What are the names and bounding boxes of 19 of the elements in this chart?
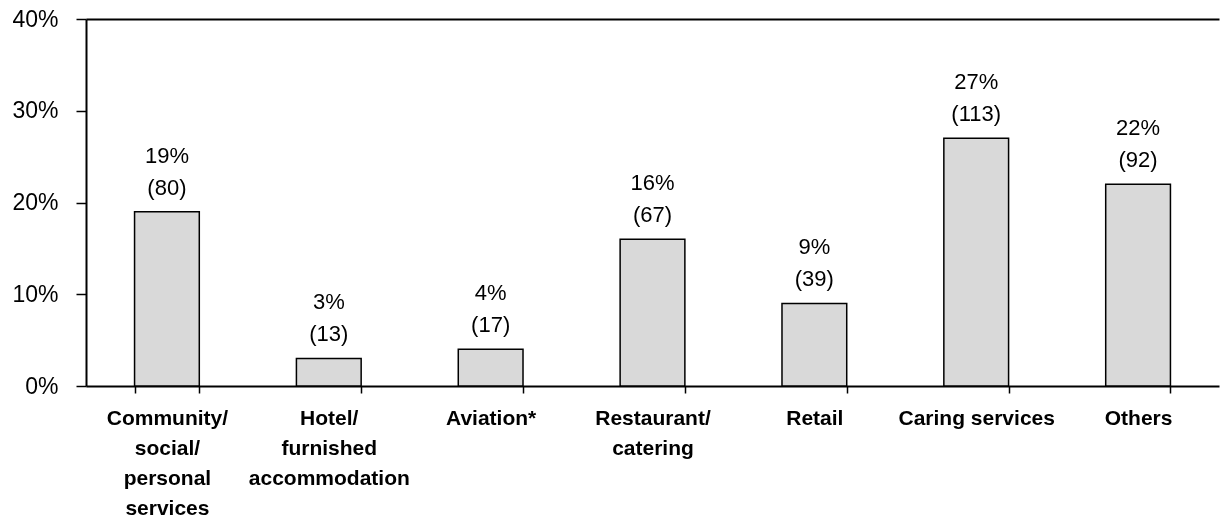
x-tick-label: Restaurant/ catering bbox=[595, 405, 711, 459]
y-tick-label: 0% bbox=[25, 372, 59, 399]
y-tick-label: 10% bbox=[12, 280, 59, 307]
data-label: 3% (13) bbox=[309, 289, 349, 347]
x-tick-label: Aviation* bbox=[446, 405, 538, 429]
x-tick-label: Hotel/ furnished accommodation bbox=[248, 405, 410, 489]
y-tick-label: 30% bbox=[12, 97, 59, 124]
x-tick-label: Caring services bbox=[898, 405, 1055, 429]
data-label: 27% (113) bbox=[951, 69, 1002, 127]
y-tick-label: 20% bbox=[12, 189, 59, 215]
data-label: 22% (92) bbox=[1116, 115, 1161, 173]
data-label: 4% (17) bbox=[471, 280, 511, 338]
y-tick-label: 40% bbox=[12, 5, 59, 32]
data-label: 19% (80) bbox=[144, 142, 189, 200]
x-tick-label: Retail bbox=[786, 405, 844, 429]
data-label: 9% (39) bbox=[794, 234, 834, 292]
x-tick-label: Community/ social/ personal services bbox=[106, 405, 229, 518]
data-label: 16% (67) bbox=[630, 170, 675, 228]
x-tick-label: Others bbox=[1104, 405, 1173, 429]
